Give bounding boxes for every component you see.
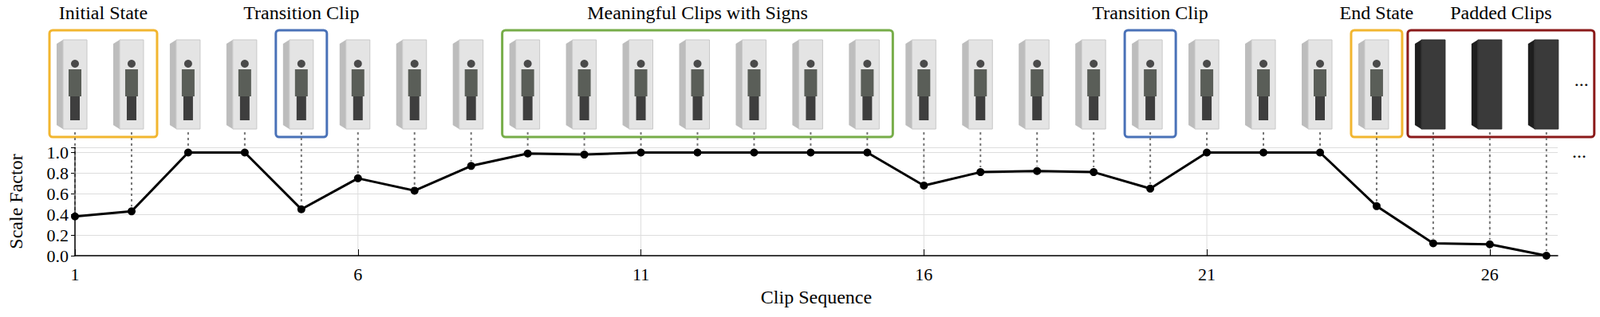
svg-text:...: ... <box>1574 69 1589 91</box>
svg-text:26: 26 <box>1481 264 1499 285</box>
svg-text:0.6: 0.6 <box>47 184 70 205</box>
svg-text:6: 6 <box>353 264 363 285</box>
svg-text:Clip Sequence: Clip Sequence <box>760 287 872 308</box>
svg-text:End State: End State <box>1339 2 1415 24</box>
svg-text:0.0: 0.0 <box>47 246 70 267</box>
svg-text:Scale Factor: Scale Factor <box>5 153 27 249</box>
svg-text:0.2: 0.2 <box>47 225 70 246</box>
svg-text:Padded Clips: Padded Clips <box>1450 2 1552 24</box>
svg-text:Initial State: Initial State <box>59 2 148 24</box>
svg-text:...: ... <box>1572 141 1587 162</box>
svg-text:1: 1 <box>70 264 80 285</box>
svg-text:Transition Clip: Transition Clip <box>1092 2 1209 24</box>
svg-text:0.4: 0.4 <box>47 204 70 225</box>
svg-text:1.0: 1.0 <box>47 142 70 163</box>
svg-text:21: 21 <box>1198 264 1216 285</box>
svg-text:11: 11 <box>632 264 650 285</box>
svg-text:Transition Clip: Transition Clip <box>243 2 359 24</box>
svg-text:0.8: 0.8 <box>47 163 70 184</box>
svg-text:16: 16 <box>914 264 933 285</box>
svg-text:Meaningful Clips with Signs: Meaningful Clips with Signs <box>587 2 808 24</box>
